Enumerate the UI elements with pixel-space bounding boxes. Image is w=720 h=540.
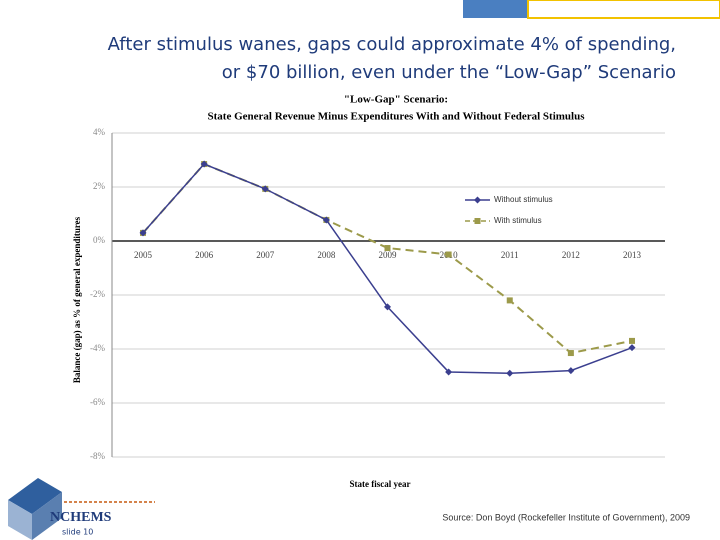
slide-title: or $70 billion, even under the “Low-Gap”… [222,62,676,83]
legend-label: With stimulus [494,216,542,225]
y-tick-label: 2% [93,181,106,191]
y-tick-label: -8% [90,451,105,461]
source-note: Source: Don Boyd (Rockefeller Institute … [442,512,690,522]
header-block [527,0,720,19]
data-point [628,344,636,352]
data-point [629,337,635,344]
data-point [506,297,513,304]
data-point [200,160,208,168]
chart-title: State General Revenue Minus Expenditures… [208,111,586,123]
data-point [322,216,330,224]
x-tick-label: 2012 [562,250,580,260]
y-tick-label: 0% [93,235,106,245]
data-point [567,350,574,357]
logo-cube [32,492,62,540]
y-tick-label: -4% [90,343,105,353]
y-axis-title: Balance (gap) as % of general expenditur… [72,216,82,383]
x-tick-label: 2007 [256,250,275,260]
slide-number: slide 10 [62,528,93,537]
chart: "Low-Gap" Scenario: State General Revenu… [72,94,585,490]
data-point [261,185,269,193]
header-block [463,0,528,18]
data-point [384,303,391,311]
data-point [506,369,514,377]
x-tick-label: 2006 [195,250,214,260]
x-tick-label: 2005 [134,250,153,260]
chart-title: "Low-Gap" Scenario: [344,94,448,106]
y-tick-label: 4% [93,127,106,137]
data-point [567,367,575,375]
data-point [384,245,391,252]
legend-marker [474,218,481,224]
legend-marker [474,196,481,204]
logo-cube [8,500,32,540]
logo-text: NCHEMS [50,510,112,525]
slide-title: After stimulus wanes, gaps could approxi… [108,34,676,55]
data-point [139,229,147,237]
x-axis-title: State fiscal year [350,479,411,489]
logo-cube [8,478,62,514]
y-tick-label: -2% [90,289,105,299]
data-point [445,251,452,258]
x-tick-label: 2013 [623,250,642,260]
legend-label: Without stimulus [494,195,553,204]
y-tick-label: -6% [90,397,105,407]
x-tick-label: 2009 [379,250,398,260]
data-point [445,368,453,376]
x-tick-label: 2008 [317,250,336,260]
x-tick-label: 2011 [501,250,519,260]
